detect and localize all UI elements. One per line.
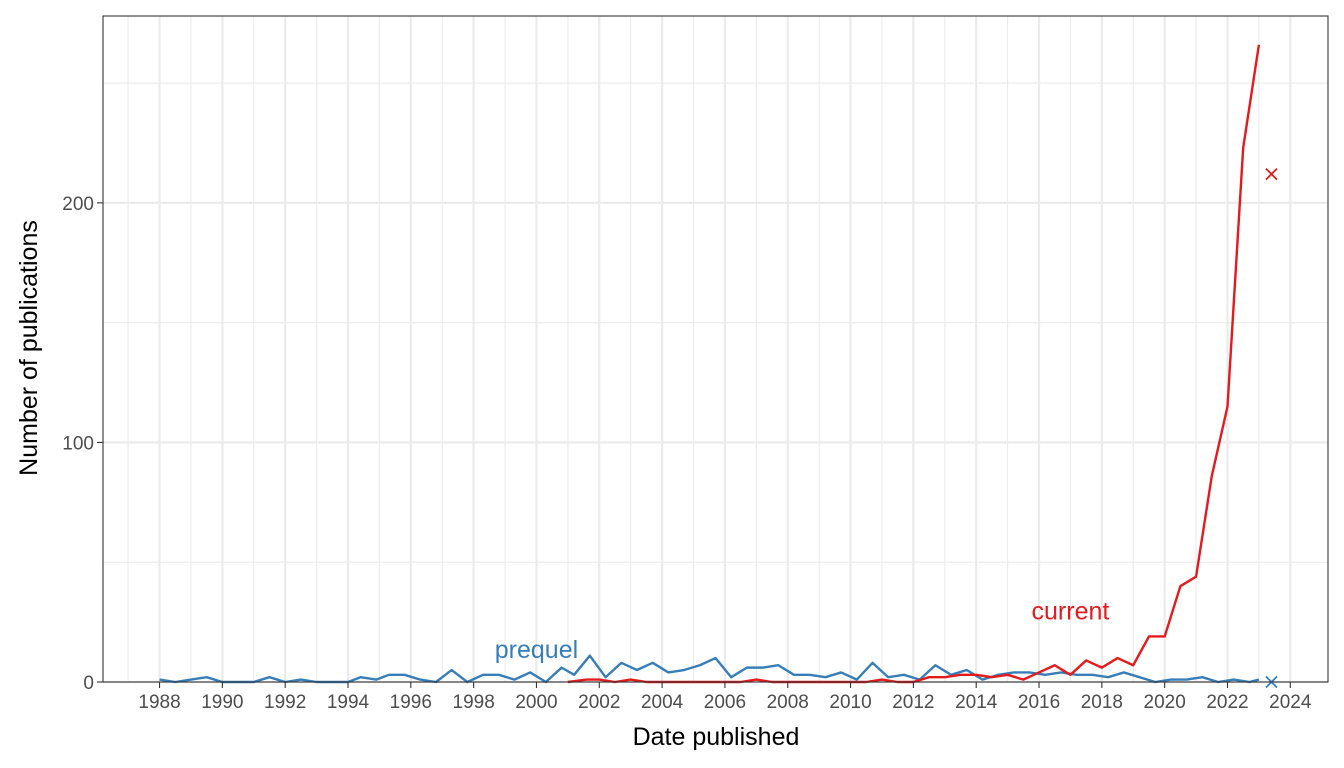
x-axis: 1988 1990 1992 1994 1996 1998 2000 2002 2004 2006… xyxy=(138,682,1312,713)
x-tick-label: 2012 xyxy=(892,692,934,713)
x-tick-label: 2004 xyxy=(641,692,684,713)
plot-panel-border xyxy=(102,15,1329,683)
y-tick-label: 0 xyxy=(83,673,94,694)
x-tick-label: 1992 xyxy=(264,692,306,713)
x-tick-label: 2010 xyxy=(829,692,871,713)
x-tick-label: 1996 xyxy=(390,692,432,713)
x-tick-label: 2002 xyxy=(578,692,620,713)
x-tick-label: 2006 xyxy=(704,692,746,713)
x-tick-label: 1994 xyxy=(327,692,370,713)
major-gridlines xyxy=(103,16,1328,684)
series-label-current: current xyxy=(1032,598,1110,626)
series-label-prequel: prequel xyxy=(495,636,578,664)
marker-stroke xyxy=(1265,167,1278,181)
series-layer: prequel current xyxy=(159,44,1278,689)
y-tick-label: 100 xyxy=(62,433,94,454)
series-line-prequel xyxy=(159,654,1260,684)
y-tick-label: 200 xyxy=(62,194,94,215)
x-tick-label: 2020 xyxy=(1144,692,1186,713)
x-tick-label: 1988 xyxy=(138,692,180,713)
x-tick-label: 2014 xyxy=(955,692,998,713)
x-tick-label: 1998 xyxy=(453,692,495,713)
y-axis: 0 100 200 xyxy=(62,194,103,694)
x-tick-label: 1990 xyxy=(201,692,243,713)
x-tick-label: 2024 xyxy=(1269,692,1312,713)
y-axis-title: Number of publications xyxy=(15,220,43,476)
x-tick-label: 2000 xyxy=(515,692,557,713)
x-tick-label: 2018 xyxy=(1081,692,1123,713)
x-tick-label: 2016 xyxy=(1018,692,1060,713)
x-tick-label: 2008 xyxy=(767,692,809,713)
x-tick-label: 2022 xyxy=(1206,692,1248,713)
x-axis-title: Date published xyxy=(633,723,800,751)
series-marker-current xyxy=(1265,167,1278,181)
minor-gridlines xyxy=(103,16,1328,682)
